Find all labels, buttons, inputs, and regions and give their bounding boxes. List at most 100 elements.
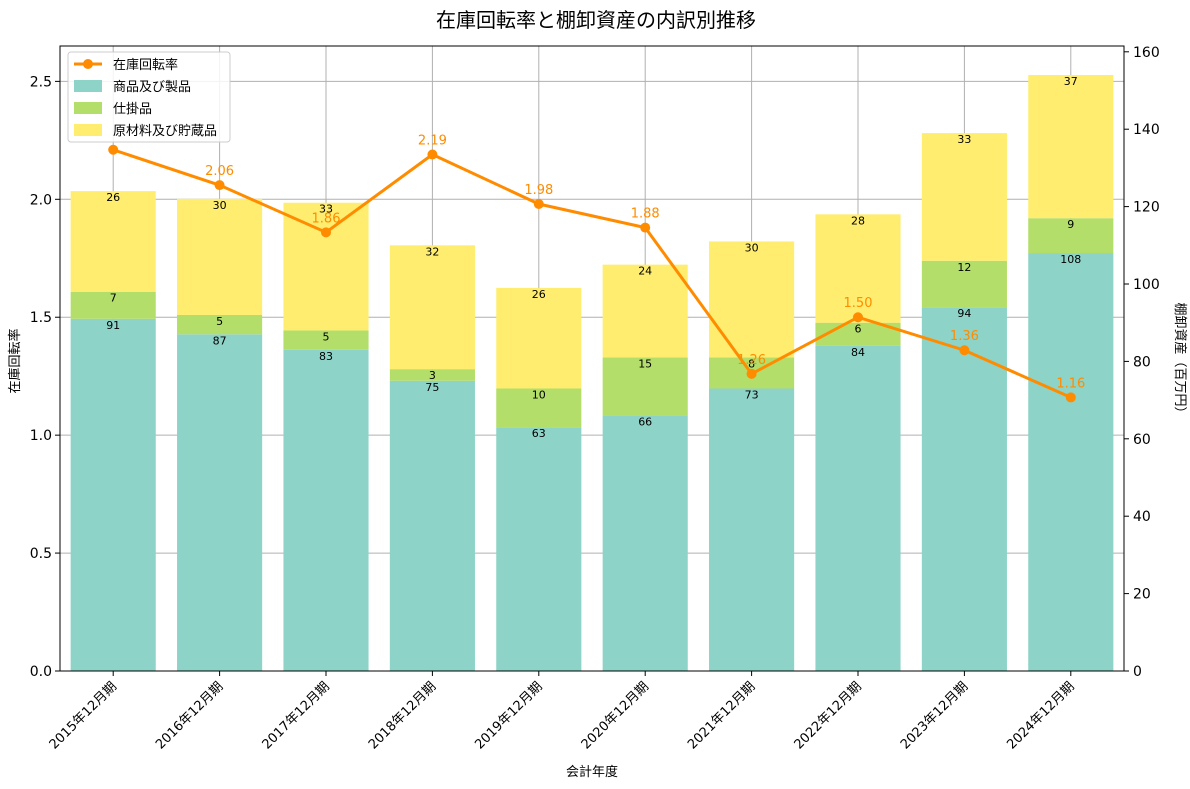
bar-segment (602, 415, 688, 671)
turnover-value-label: 1.88 (631, 207, 660, 222)
y-axis-label-right: 棚卸資産（百万円） (1172, 302, 1188, 419)
bar-value-label: 84 (851, 346, 865, 359)
bar-value-label: 8 (748, 358, 755, 371)
plot-frame (59, 45, 1125, 672)
y-tick-label-left: 2.0 (30, 192, 52, 208)
x-tick-label: 2023年12月期 (898, 679, 971, 752)
bar-value-label: 12 (957, 261, 971, 274)
bar-value-label: 26 (106, 191, 120, 204)
bar-segment (921, 307, 1007, 671)
bar-segment (283, 202, 369, 331)
bar-segment (70, 191, 156, 292)
turnover-value-label: 1.86 (312, 211, 341, 226)
y-tick-label-left: 1.0 (30, 428, 52, 444)
bar-value-label: 32 (425, 245, 439, 258)
bar-value-label: 15 (638, 358, 652, 371)
bar-value-label: 28 (851, 214, 865, 227)
bar-segment (389, 245, 475, 370)
turnover-point (959, 345, 970, 356)
turnover-value-label: 1.98 (524, 183, 553, 198)
bar-value-label: 26 (532, 288, 546, 301)
bar-segment (177, 334, 263, 671)
bar-segment (70, 291, 156, 319)
x-tick-label: 2020年12月期 (579, 679, 652, 752)
bar-segment (815, 345, 901, 671)
y-tick-label-left: 2.5 (30, 74, 52, 90)
bar-value-label: 108 (1060, 253, 1081, 266)
bar-value-label: 66 (638, 416, 652, 429)
bar-value-label: 9 (1067, 218, 1074, 231)
bar-value-label: 5 (323, 330, 330, 343)
x-axis-label: 会計年度 (566, 764, 618, 780)
legend-patch-swatch (74, 80, 102, 92)
bar-segment (389, 369, 475, 381)
bar-segment (709, 241, 795, 358)
bar-value-label: 6 (855, 323, 862, 336)
bar-value-label: 94 (957, 307, 971, 320)
turnover-point (214, 180, 225, 191)
x-tick-label: 2019年12月期 (472, 679, 545, 752)
legend-box (67, 51, 231, 143)
turnover-point (427, 149, 438, 160)
bar-segment (709, 388, 795, 671)
bar-value-label: 63 (532, 427, 546, 440)
bar-segment (1028, 75, 1114, 219)
turnover-polyline (112, 148, 1072, 399)
turnover-value-label: 1.16 (1056, 376, 1085, 391)
bar-segment (496, 388, 582, 428)
legend-patch-swatch (74, 124, 102, 136)
bar-value-label: 7 (110, 292, 117, 305)
bar-value-label: 75 (425, 381, 439, 394)
turnover-value-label: 2.06 (205, 164, 234, 179)
y-tick-label-right: 60 (1133, 432, 1151, 448)
bar-value-label: 73 (745, 388, 759, 401)
x-tick-label: 2018年12月期 (366, 679, 439, 752)
y-tick-label-right: 120 (1133, 200, 1160, 216)
y-tick-label-right: 40 (1133, 509, 1151, 525)
bar-value-label: 3 (429, 369, 436, 382)
legend-label: 仕掛品 (113, 102, 152, 117)
turnover-point (746, 368, 757, 379)
bar-value-label: 24 (638, 265, 652, 278)
bar-segment (815, 214, 901, 323)
y-tick-label-left: 0.5 (30, 546, 52, 562)
bar-value-label: 5 (216, 315, 223, 328)
turnover-point (321, 227, 331, 238)
bar-value-label: 30 (213, 199, 227, 212)
x-tick-label: 2021年12月期 (685, 679, 758, 752)
chart-title: 在庫回転率と棚卸資産の内訳別推移 (436, 8, 756, 32)
turnover-value-label: 1.26 (737, 353, 766, 368)
turnover-point (853, 312, 863, 323)
turnover-value-label: 1.50 (844, 296, 873, 311)
bar-value-label: 87 (213, 334, 227, 347)
y-tick-label-right: 140 (1133, 122, 1160, 138)
bar-segment (921, 260, 1007, 308)
y-tick-label-right: 20 (1133, 587, 1151, 603)
bar-value-label: 33 (957, 133, 971, 146)
legend-label: 商品及び製品 (113, 80, 191, 95)
turnover-point (533, 199, 544, 210)
x-tick-label: 2016年12月期 (153, 679, 226, 752)
bar-segment (602, 264, 688, 358)
legend-marker (83, 59, 93, 69)
y-tick-label-right: 160 (1133, 45, 1160, 61)
bar-value-label: 83 (319, 350, 333, 363)
bar-segment (177, 198, 263, 315)
bar-value-label: 10 (532, 388, 546, 401)
y-tick-label-right: 80 (1133, 354, 1151, 370)
turnover-value-label: 2.19 (418, 133, 447, 148)
legend-label: 原材料及び貯蔵品 (113, 124, 217, 139)
legend-label: 在庫回転率 (113, 57, 178, 73)
x-tick-label: 2015年12月期 (47, 679, 120, 752)
y-tick-label-right: 0 (1133, 664, 1142, 680)
bar-segment (70, 318, 156, 671)
y-axis-label-left: 在庫回転率 (7, 328, 23, 393)
turnover-point (108, 144, 119, 155)
y-tick-label-left: 1.5 (30, 310, 52, 326)
legend-patch-swatch (74, 102, 102, 114)
bar-segment (921, 133, 1007, 261)
bar-segment (496, 427, 582, 671)
bar-segment (602, 357, 688, 416)
turnover-line: 2.06 1.86 2.19 1.98 1.88 1.26 1.50 1.36 1.16 (108, 133, 1085, 403)
